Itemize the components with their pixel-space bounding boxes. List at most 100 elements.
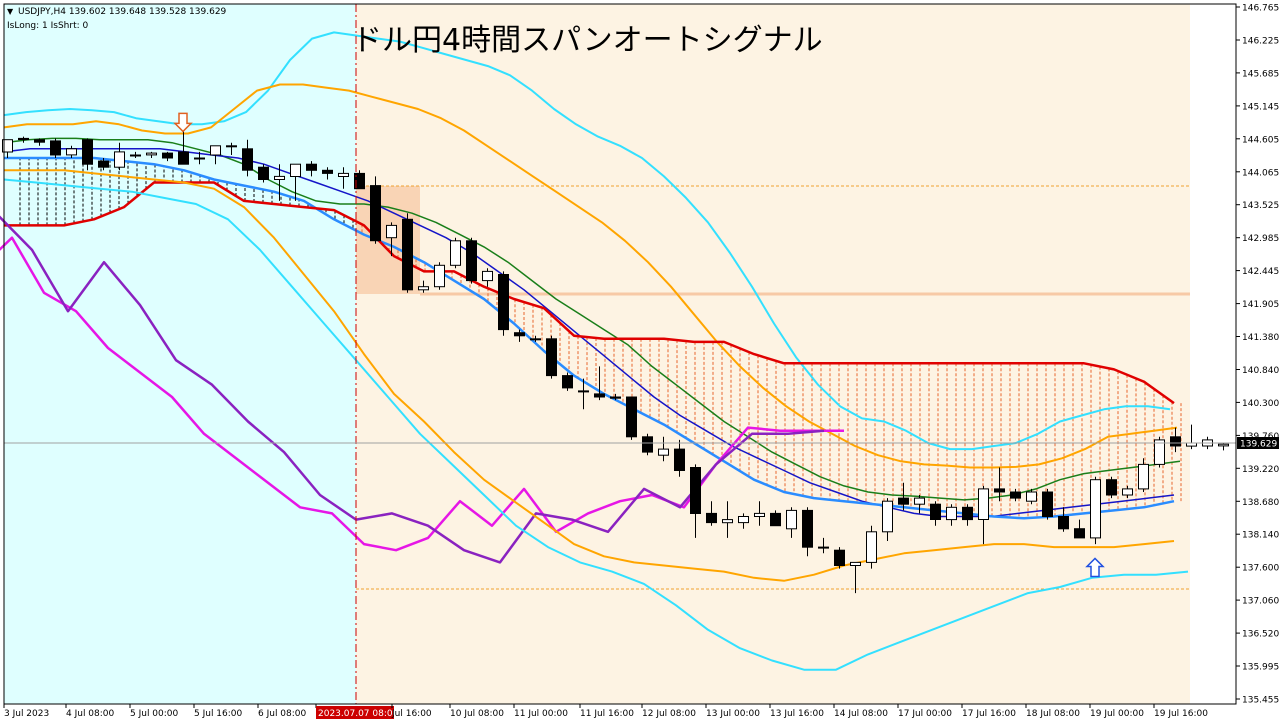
candle-body [1042, 491, 1053, 517]
price-tick-label: 135.455 [1242, 696, 1279, 706]
candle-body [674, 448, 685, 472]
time-tick-label: 13 Jul 00:00 [706, 709, 760, 719]
price-tick-label: 145.685 [1242, 69, 1279, 79]
series-purple [0, 215, 825, 564]
candle-body [466, 240, 477, 282]
series-bb_upper_outer [3, 31, 1171, 451]
candle-body [370, 185, 381, 242]
candle-body [498, 274, 509, 331]
plot-frame [3, 3, 1237, 705]
candle-body [98, 160, 109, 168]
price-tick-label: 144.605 [1242, 135, 1279, 145]
price-tick-label: 139.760 [1242, 432, 1279, 442]
candle-body [546, 338, 557, 377]
candle-body [962, 506, 973, 521]
time-tick-label: 12 Jul 08:00 [642, 709, 696, 719]
candle-body [18, 137, 29, 141]
candle-body [1122, 488, 1133, 496]
candle-body [1058, 516, 1069, 530]
price-tick-label: 145.145 [1242, 102, 1279, 112]
time-tick-label: 5 Jul 00:00 [130, 709, 179, 719]
symbol-menu-arrow-icon[interactable]: ▼ [7, 7, 14, 16]
series-bb_lower_outer [3, 178, 1189, 671]
candle-body [114, 151, 125, 168]
price-tick-label: 142.445 [1242, 267, 1279, 277]
price-tick-label: 146.765 [1242, 4, 1279, 14]
candle-body [930, 503, 941, 521]
sell-signal-arrow-icon [173, 112, 193, 133]
candle-body [738, 516, 749, 524]
candle-body [642, 436, 653, 453]
candles [2, 128, 1229, 594]
series-bb_lower [4, 169, 1175, 582]
candle-body [450, 240, 461, 266]
candle-body [786, 509, 797, 530]
series-bb_upper [3, 83, 1178, 469]
price-tick-label: 140.840 [1242, 366, 1279, 376]
time-tick-label: 17 Jul 00:00 [898, 709, 952, 719]
candle-body [322, 169, 333, 174]
candle-body [1106, 479, 1117, 496]
candle-body [194, 157, 205, 160]
candle-body [1154, 439, 1165, 465]
bg-zone-right [356, 4, 1190, 704]
series-kijun [4, 181, 1175, 405]
candle-body [850, 561, 861, 567]
candle-body [130, 154, 141, 157]
candle-body [914, 497, 925, 505]
price-tick-label: 137.060 [1242, 597, 1279, 607]
candle-body [1074, 528, 1085, 539]
time-tick-label: 6 Jul 08:00 [258, 709, 307, 719]
price-tick-label: 141.380 [1242, 333, 1279, 343]
candle-body [418, 286, 429, 291]
candle-body [770, 512, 781, 527]
candle-body [706, 512, 717, 524]
candle-body [946, 506, 957, 521]
candle-body [34, 139, 45, 143]
candle-body [1218, 443, 1229, 447]
time-axis: 3 Jul 2023 4 Jul 08:00 5 Jul 00:00 5 Jul 16… [3, 704, 1208, 719]
candle-body [242, 148, 253, 171]
price-tick-label: 137.600 [1242, 564, 1279, 574]
candle-body [338, 172, 349, 177]
candle-body [530, 338, 541, 341]
time-tick-label: 3 Jul 2023 [4, 709, 49, 719]
candle-body [562, 375, 573, 389]
candle-body [482, 270, 493, 282]
candle-body [754, 512, 765, 518]
time-tick-label: 5 Jul 16:00 [194, 709, 243, 719]
current-price-label: 139.629 [1240, 440, 1277, 450]
candle-body [306, 163, 317, 171]
candle-body [898, 497, 909, 505]
candle-body [834, 549, 845, 567]
candle-body [162, 152, 173, 159]
candle-body [1138, 463, 1149, 490]
time-tick-label: 4 Jul 08:00 [66, 709, 115, 719]
time-tick-label: 11 Jul 00:00 [514, 709, 568, 719]
candle-body [882, 500, 893, 533]
candle-body [1170, 436, 1181, 447]
status-info: IsLong: 1 IsShrt: 0 [7, 21, 88, 31]
price-tick-label: 143.525 [1242, 201, 1279, 211]
buy-signal-arrow-icon [1085, 557, 1105, 578]
cursor-time-badge [316, 706, 394, 719]
candle-body [2, 139, 13, 153]
candle-body [50, 140, 61, 156]
time-tick-label: 17 Jul 16:00 [962, 709, 1016, 719]
price-tick-label: 138.140 [1242, 531, 1279, 541]
chart-title: ドル円4時間スパンオートシグナル [352, 23, 823, 58]
price-tick-label: 141.905 [1242, 300, 1279, 310]
candle-body [1010, 491, 1021, 499]
current-price-badge [1237, 437, 1279, 449]
candle-body [290, 163, 301, 177]
candle-body [146, 152, 157, 156]
time-tick-label: 11 Jul 16:00 [580, 709, 634, 719]
symbol-info: USDJPY,H4 139.602 139.648 139.528 139.62… [18, 7, 227, 17]
candle-body [210, 145, 221, 156]
price-tick-label: 135.995 [1242, 663, 1279, 673]
candle-body [594, 393, 605, 398]
price-tick-label: 136.520 [1242, 630, 1279, 640]
candle-body [82, 139, 93, 165]
